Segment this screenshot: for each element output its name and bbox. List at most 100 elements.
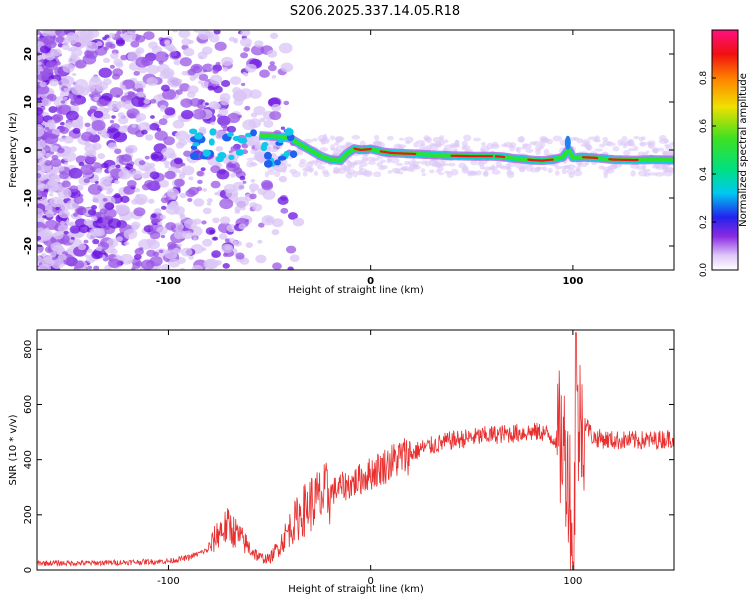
spectrogram-noise-blob — [269, 32, 279, 39]
spectrogram-halo-blob — [605, 142, 616, 147]
spectrogram-halo-blob — [367, 160, 376, 165]
spectrogram-noise-blob — [173, 229, 187, 240]
spectrogram-halo-blob — [529, 141, 537, 146]
spectrogram-noise-blob — [134, 248, 144, 256]
spectrogram-noise-blob — [193, 198, 205, 207]
spectrogram-noise-blob — [120, 195, 130, 203]
spectrogram-noise-blob — [73, 260, 85, 269]
spectrogram-noise-blob — [80, 38, 87, 43]
spectrogram-noise-blob — [173, 59, 181, 66]
spectrogram-noise-blob — [74, 42, 82, 48]
spectrogram-noise-blob — [75, 205, 87, 215]
colorbar-tick-label: 0.0 — [699, 263, 709, 278]
spectrogram-halo-blob — [603, 166, 612, 172]
spectrogram-noise-blob — [219, 96, 226, 101]
spectrogram-halo-blob — [659, 134, 667, 141]
spectrogram-noise-blob — [44, 159, 52, 166]
spectrogram-noise-blob — [37, 165, 45, 176]
spectrogram-halo-blob — [547, 168, 553, 173]
spectrogram-noise-blob — [162, 195, 167, 199]
spectrogram-halo-blob — [330, 147, 339, 152]
spectrogram-halo-blob — [302, 171, 308, 177]
spectrogram-noise-blob — [168, 258, 180, 268]
spectrogram-halo-blob — [664, 166, 674, 173]
spectrogram-halo-blob — [419, 143, 426, 151]
spectrogram-hotspot — [277, 138, 285, 144]
spectrogram-noise-blob — [252, 203, 263, 212]
spectrogram-noise-blob — [159, 179, 170, 188]
spectrogram-noise-blob — [37, 113, 45, 124]
spectrogram-noise-blob — [134, 194, 148, 205]
spectrogram-halo-blob — [633, 136, 640, 140]
spectrogram-halo-blob — [501, 143, 509, 148]
spectrogram-noise-blob — [224, 238, 230, 243]
spectrogram-noise-blob — [183, 150, 192, 157]
spectrogram-noise-blob — [87, 248, 93, 254]
spectrogram-noise-blob — [164, 170, 176, 180]
spectrogram-noise-blob — [49, 196, 64, 208]
spectrogram-noise-blob — [181, 165, 195, 176]
spectrogram-noise-blob — [93, 265, 100, 270]
spectrogram-noise-blob — [105, 41, 113, 48]
spectrogram-noise-blob — [179, 192, 187, 199]
spectrogram-noise-blob — [225, 188, 239, 199]
spectrogram-noise-blob — [201, 247, 207, 251]
spectrogram-noise-blob — [250, 189, 256, 193]
spectrogram-noise-blob — [216, 169, 230, 180]
spectrogram-noise-blob — [287, 212, 298, 220]
spectrogram-noise-blob — [210, 165, 221, 174]
ridge-red-core — [494, 155, 506, 159]
spectrogram-noise-blob — [116, 100, 126, 108]
spectrogram-noise-blob — [123, 208, 128, 212]
spectrogram-noise-blob — [91, 119, 106, 131]
spectrogram-noise-blob — [164, 44, 172, 50]
spectrogram-noise-blob — [98, 67, 112, 78]
spectrogram-noise-blob — [83, 239, 89, 244]
spectrogram-halo-blob — [414, 165, 421, 170]
snr-x-tick-label: 100 — [563, 576, 582, 587]
spectrogram-halo-blob — [657, 147, 665, 152]
spectrogram-noise-blob — [95, 84, 105, 92]
spectrogram-noise-blob — [224, 245, 232, 251]
spectrogram-halo-blob — [630, 163, 640, 169]
spectrogram-noise-blob — [226, 125, 237, 133]
spectrogram-noise-blob — [103, 57, 111, 64]
spectrogram-noise-blob — [123, 92, 129, 96]
spectrogram-noise-blob — [230, 145, 238, 152]
spectrogram-halo-blob — [496, 164, 506, 169]
spectrogram-hotspot — [235, 149, 244, 156]
spectrogram-noise-blob — [107, 218, 122, 229]
spectrogram-noise-blob — [136, 49, 141, 54]
spectrogram-noise-blob — [234, 206, 242, 212]
spectrogram-noise-blob — [51, 128, 61, 136]
spectrogram-noise-blob — [59, 220, 65, 225]
spectrogram-noise-blob — [159, 70, 171, 80]
spectrogram-hotspot — [192, 142, 200, 147]
spectrogram-noise-blob — [44, 133, 59, 145]
spectrogram-halo-blob — [554, 170, 560, 176]
spectrogram-noise-blob — [208, 34, 220, 43]
spectrogram-hotspot — [289, 150, 298, 158]
spectrogram-noise-blob — [158, 249, 164, 254]
spectrogram-noise-blob — [207, 85, 215, 91]
spectrogram-halo-blob — [617, 139, 624, 147]
spectrogram-x-tick-label: 0 — [367, 276, 374, 287]
spectrogram-noise-blob — [93, 110, 104, 119]
spectrogram-halo-blob — [491, 141, 499, 148]
spectrogram-noise-blob — [72, 127, 81, 134]
spectrogram-noise-blob — [218, 233, 228, 240]
colorbar: 0.0 0.2 0.4 0.6 0.8 Normalized spectral ampl… — [699, 29, 749, 278]
chart-title: S206.2025.337.14.05.R18 — [290, 4, 460, 19]
spectrogram-halo-blob — [408, 166, 414, 171]
spectrogram-noise-blob — [56, 165, 65, 172]
spectrogram-noise-blob — [131, 257, 141, 266]
spectrogram-noise-blob — [114, 193, 121, 199]
spectrogram-noise-blob — [125, 163, 134, 170]
spectrogram-halo-blob — [420, 168, 426, 173]
spectrogram-halo-blob — [639, 142, 650, 146]
spectrogram-noise-blob — [183, 47, 195, 57]
colorbar-tick-label: 0.2 — [699, 215, 709, 229]
spectrogram-halo-blob — [638, 170, 648, 177]
spectrogram-noise-blob — [62, 63, 75, 73]
spectrogram-halo-blob — [374, 134, 380, 141]
